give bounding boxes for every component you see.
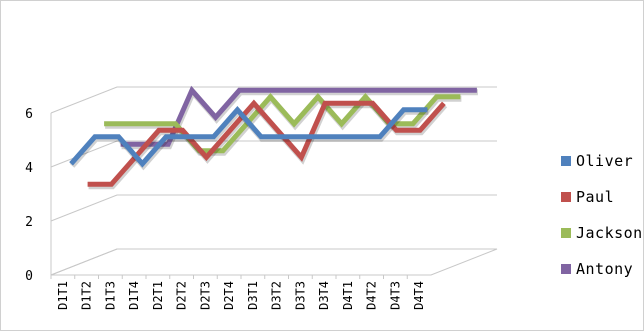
legend-item-oliver: Oliver [561,143,643,179]
legend-swatch [561,156,571,166]
legend-item-paul: Paul [561,179,643,215]
y-axis-ticks: 0 2 4 6 [25,107,33,284]
legend-label: Antony [576,260,633,278]
legend-label: Oliver [576,152,633,170]
x-tick-label: D2T4 [222,281,236,310]
x-tick-label: D3T4 [317,281,331,310]
gridline [51,249,497,275]
x-tick-label: D2T3 [198,281,212,310]
x-tick-label: D3T1 [246,281,260,310]
y-tick-label: 4 [25,161,33,176]
x-tick-label: D3T2 [270,281,284,310]
x-tick-label: D4T4 [412,281,426,310]
x-tick-label: D1T2 [80,281,94,310]
legend-swatch [561,264,571,274]
x-axis-ticks: D1T1 D1T2 D1T3 D1T4 D2T1 D2T2 D2T3 D2T4 D3T1 D3T2… [51,275,426,310]
series-lines [71,90,478,186]
legend-swatch [561,228,571,238]
x-tick-label: D4T1 [341,281,355,310]
x-tick-label: D1T3 [103,281,117,310]
gridline [51,141,497,167]
legend-label: Jackson [576,224,643,242]
x-tick-label: D2T2 [175,281,189,310]
x-tick-label: D1T1 [56,281,70,310]
legend: Oliver Paul Jackson Antony [561,143,643,287]
legend-item-antony: Antony [561,251,643,287]
legend-label: Paul [576,188,614,206]
y-tick-label: 2 [25,215,33,230]
x-tick-label: D4T3 [388,281,402,310]
x-tick-label: D3T3 [293,281,307,310]
legend-item-jackson: Jackson [561,215,643,251]
y-tick-label: 6 [25,107,33,122]
chart-floor [51,249,497,275]
x-tick-label: D4T2 [365,281,379,310]
gridline [51,195,497,221]
legend-swatch [561,192,571,202]
y-tick-label: 0 [25,269,33,284]
x-tick-label: D2T1 [151,281,165,310]
x-tick-label: D1T4 [127,281,141,310]
